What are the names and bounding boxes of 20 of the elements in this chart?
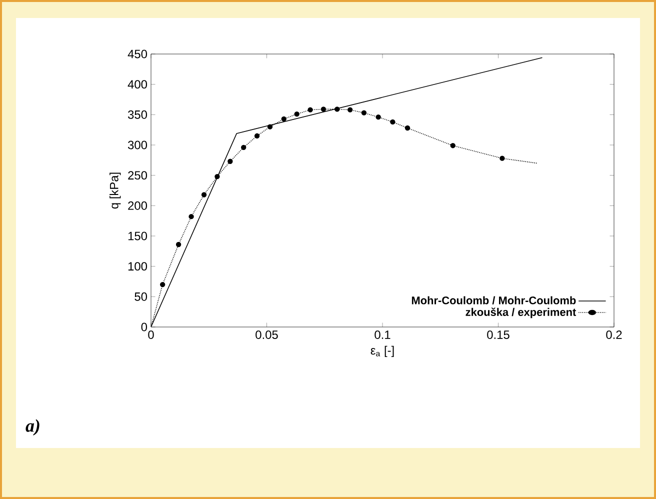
y-tick-label: 150: [128, 232, 148, 240]
x-tick-label: 0: [148, 330, 154, 339]
y-tick-label: 350: [128, 110, 148, 119]
y-tick-label: 100: [128, 262, 148, 271]
legend-label: zkouška / experiment: [466, 308, 576, 318]
x-tick-label: 0.05: [256, 330, 278, 339]
y-tick-label: 0: [141, 322, 148, 332]
y-tick-label: 300: [128, 140, 148, 150]
y-tick-label: 250: [128, 171, 148, 180]
y-tick-label: 450: [128, 50, 148, 58]
x-tick-label: 0.2: [606, 330, 622, 339]
text: a): [26, 419, 40, 436]
x-axis-title: ε$_{a}$ [-]: [370, 346, 394, 357]
y-tick-label: 50: [134, 292, 148, 301]
y-axis-title: q [kPa]: [110, 172, 121, 209]
x-tick-label: 0.1: [374, 330, 390, 339]
legend-label: Mohr-Coulomb / Mohr-Coulomb: [412, 296, 576, 304]
y-tick-label: 400: [128, 80, 148, 89]
y-tick-label: 200: [128, 201, 148, 210]
x-tick-label: 0.15: [487, 330, 510, 339]
